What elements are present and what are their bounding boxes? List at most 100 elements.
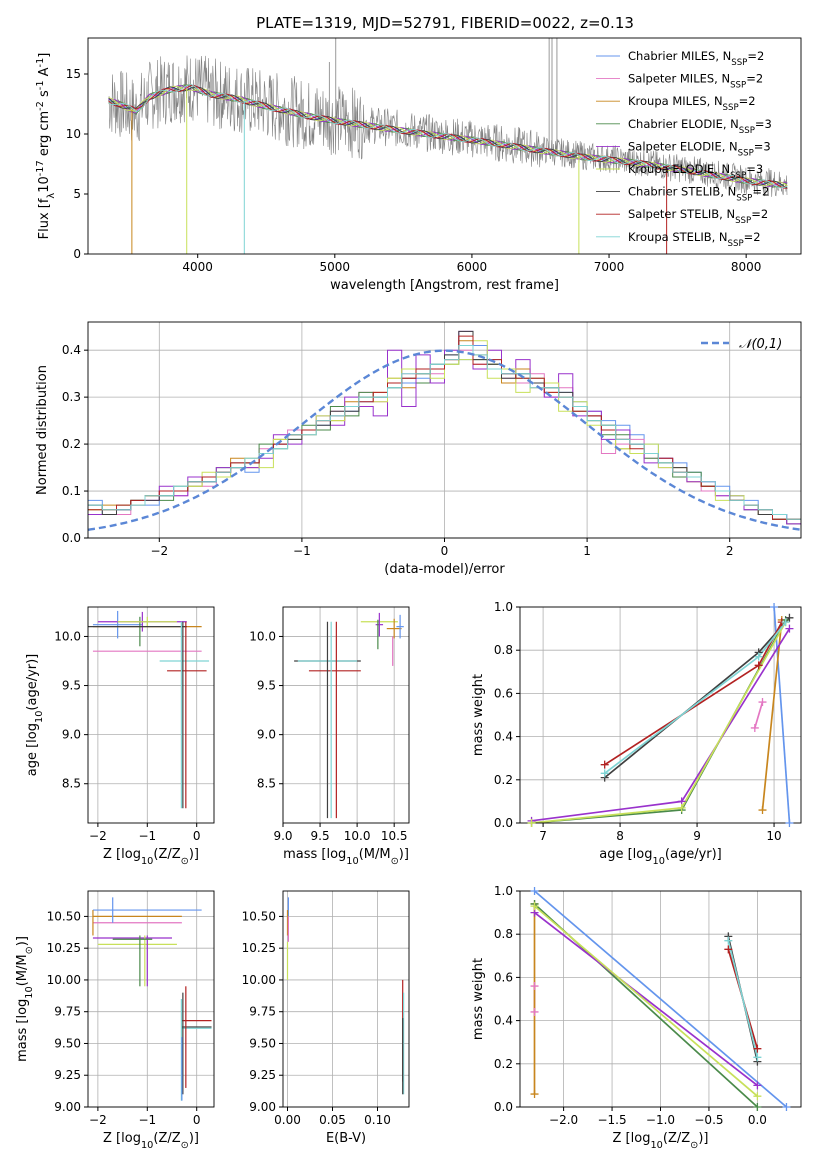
weight-marker: [754, 652, 763, 661]
x-axis-label: Z [log10(Z/Z⊙)]: [613, 1131, 709, 1151]
weight-marker: [600, 760, 609, 769]
weight-line-chabrier-miles: [533, 891, 788, 1107]
y-tick-label: 0: [73, 247, 81, 261]
weight-marker: [754, 661, 763, 670]
y-tick-label: 10.50: [242, 909, 276, 923]
y-tick-label: 0.3: [62, 390, 81, 404]
x-tick-label: 0.00: [274, 1113, 301, 1127]
x-tick-label: 6000: [457, 260, 488, 274]
weight-marker: [782, 1103, 791, 1111]
y-tick-label: 5: [73, 187, 81, 201]
x-tick-label: −1.0: [646, 1113, 675, 1127]
x-tick-label: 0.0: [748, 1113, 767, 1127]
weight-marker: [677, 803, 686, 812]
y-tick-label: 0.4: [494, 730, 513, 744]
y-axis-label: mass weight: [471, 958, 486, 1040]
legend-label: Chabrier STELIB, NSSP=2: [628, 185, 769, 204]
weight-marker: [600, 769, 609, 778]
legend-label: Kroupa ELODIE, NSSP=3: [628, 162, 763, 181]
legend-label: Chabrier MILES, NSSP=2: [628, 49, 764, 68]
weight-marker: [530, 902, 539, 911]
x-tick-label: −2: [89, 829, 107, 843]
model-spectrum-kroupa-stelib: [108, 83, 788, 189]
weight-marker: [785, 624, 794, 633]
y-tick-label: 10.50: [47, 909, 81, 923]
y-tick-label: 9.75: [249, 1005, 276, 1019]
y-tick-label: 10: [66, 127, 81, 141]
weight-marker: [781, 618, 790, 627]
x-tick-label: 10.5: [381, 829, 408, 843]
y-tick-label: 10.00: [47, 973, 81, 987]
y-tick-label: 9.25: [249, 1068, 276, 1082]
panel-spectrum: 4000 5000 6000 7000 8000 0 5 10 15 wavelength [An…: [35, 37, 802, 293]
plot-area: [108, 38, 788, 254]
x-tick-label: 8000: [731, 260, 762, 274]
y-tick-label: 0.8: [494, 643, 513, 657]
x-tick-label: 0.05: [319, 1113, 346, 1127]
x-tick-label: 5000: [320, 260, 351, 274]
x-axis-label: wavelength [Angstrom, rest frame]: [330, 278, 559, 293]
panel-Z-vs-weight: −2.0 −1.5 −1.0 −0.5 0.0 0.0 0.2 0.4 0.6 0.8 1.0 Z […: [471, 884, 802, 1151]
x-tick-label: −2.0: [549, 1113, 578, 1127]
x-tick-label: 0: [441, 544, 449, 558]
legend-label: Salpeter STELIB, NSSP=2: [628, 207, 768, 226]
axes-frame: [87, 890, 215, 1108]
y-tick-label: 9.00: [54, 1100, 81, 1114]
y-tick-label: 0.4: [62, 343, 81, 357]
legend-label: 𝒩(0,1): [739, 337, 782, 352]
y-tick-label: 9.75: [54, 1005, 81, 1019]
weight-line-chabrier-miles: [773, 607, 791, 823]
y-tick-label: 0.6: [494, 686, 513, 700]
plot-area: [533, 891, 788, 1107]
x-tick-label: 4000: [182, 260, 213, 274]
weight-line-kroupa-miles: [761, 619, 783, 811]
y-tick-label: 10.00: [242, 973, 276, 987]
x-axis-label: mass [log10(M/M⊙)]: [283, 847, 409, 867]
x-tick-label: 7000: [594, 260, 625, 274]
legend-label: Kroupa MILES, NSSP=2: [628, 94, 756, 113]
y-tick-label: 0.2: [494, 773, 513, 787]
weight-marker: [753, 1092, 762, 1101]
model-spectrum-kroupa-elodie: [108, 85, 788, 187]
y-tick-label: 0.4: [494, 1014, 513, 1028]
y-tick-label: 15: [66, 67, 81, 81]
panel-Z-vs-age: −2 −1 0 8.5 9.0 9.5 10.0 Z [log10(Z/Z⊙)] age [lo…: [25, 606, 215, 867]
weight-marker: [750, 723, 759, 732]
y-tick-label: 10.0: [249, 629, 276, 643]
y-tick-label: 0.2: [494, 1057, 513, 1071]
weight-marker: [758, 698, 767, 707]
y-tick-label: 9.0: [257, 728, 276, 742]
weight-marker: [753, 1103, 762, 1111]
y-axis-label: Flux [fλ10-17 erg cm-2 s-1 A-1]: [35, 53, 57, 240]
weight-line-kroupa-stelib: [727, 940, 759, 1058]
y-tick-label: 8.5: [257, 777, 276, 791]
x-tick-label: 0: [193, 1113, 201, 1127]
y-tick-label: 9.00: [249, 1100, 276, 1114]
weight-line-salpeter-miles: [753, 701, 764, 729]
panel-EBV-vs-mass: 0.00 0.05 0.10 9.00 9.25 9.50 9.75 10.00 10.25 10…: [242, 890, 410, 1146]
weight-marker: [753, 1081, 762, 1090]
x-tick-label: 10: [766, 829, 781, 843]
weight-line-salpeter-elodie: [533, 911, 758, 1087]
y-tick-label: 1.0: [494, 884, 513, 898]
panel-residuals: −2 −1 0 1 2 0.0 0.1 0.2 0.3 0.4 (data-model)/error…: [35, 321, 802, 577]
x-tick-label: −2: [89, 1113, 107, 1127]
legend-label: Salpeter ELODIE, NSSP=3: [628, 139, 771, 158]
x-axis-label: Z [log10(Z/Z⊙)]: [103, 847, 199, 867]
y-tick-label: 10.25: [47, 941, 81, 955]
y-tick-label: 0.1: [62, 484, 81, 498]
axes-frame: [87, 37, 802, 255]
y-tick-label: 0.0: [494, 816, 513, 830]
legend-label: Kroupa STELIB, NSSP=2: [628, 230, 761, 249]
x-tick-label: −1: [138, 1113, 156, 1127]
x-tick-label: 1: [583, 544, 591, 558]
y-tick-label: 9.5: [257, 679, 276, 693]
x-tick-label: 9.5: [311, 829, 330, 843]
weight-line-kroupa-elodie: [533, 905, 758, 1097]
y-tick-label: 0.0: [62, 531, 81, 545]
weight-marker: [530, 1007, 539, 1016]
y-tick-label: 8.5: [62, 777, 81, 791]
axes-frame: [282, 890, 410, 1108]
axes-frame: [282, 606, 410, 824]
